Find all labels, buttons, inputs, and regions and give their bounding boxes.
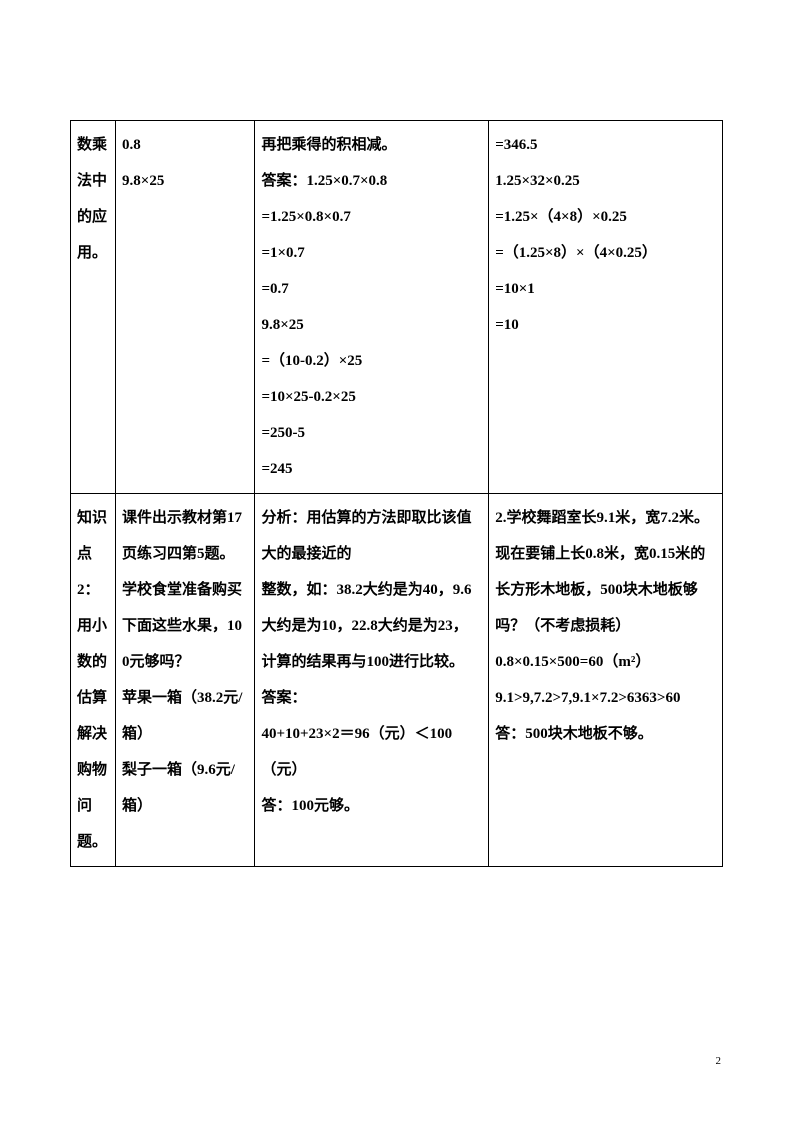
text-line: 梨子一箱（9.6元/箱）: [122, 752, 248, 824]
text-line: =1.25×（4×8）×0.25: [495, 199, 716, 235]
text-line: =250-5: [261, 415, 482, 451]
table-body: 数乘法中的应用。 0.8 9.8×25 再把乘得的积相减。 答案：1.25×0.…: [71, 121, 723, 867]
cell-r2c2: 课件出示教材第17页练习四第5题。 学校食堂准备购买下面这些水果，100元够吗？…: [116, 494, 255, 867]
text-line: =1.25×0.8×0.7: [261, 199, 482, 235]
text-line: =346.5: [495, 127, 716, 163]
cell-r1c3: 再把乘得的积相减。 答案：1.25×0.7×0.8 =1.25×0.8×0.7 …: [255, 121, 489, 494]
cell-r1c4: =346.5 1.25×32×0.25 =1.25×（4×8）×0.25 =（1…: [489, 121, 723, 494]
text-line: 0.8: [122, 127, 248, 163]
cell-r1c2: 0.8 9.8×25: [116, 121, 255, 494]
text-line: =0.7: [261, 271, 482, 307]
text-line: =1×0.7: [261, 235, 482, 271]
cell-r2c3: 分析：用估算的方法即取比该值大的最接近的 整数，如：38.2大约是为40，9.6…: [255, 494, 489, 867]
text-line: 9.8×25: [261, 307, 482, 343]
cell-r2c1: 知识点2：用小数的估算解决购物问题。: [71, 494, 116, 867]
text-line: 再把乘得的积相减。: [261, 127, 482, 163]
text-line: 答：100元够。: [261, 788, 482, 824]
text-line: 9.8×25: [122, 163, 248, 199]
text-line: 学校食堂准备购买下面这些水果，100元够吗？: [122, 572, 248, 680]
text-line: =10: [495, 307, 716, 343]
text-line: 40+10+23×2＝96（元）＜100（元）: [261, 716, 482, 788]
text-line: =（1.25×8）×（4×0.25）: [495, 235, 716, 271]
text-line: 答：500块木地板不够。: [495, 716, 716, 752]
text-line: =（10-0.2）×25: [261, 343, 482, 379]
text-line: 苹果一箱（38.2元/箱）: [122, 680, 248, 752]
text-line: 0.8×0.15×500=60（m²）: [495, 644, 716, 680]
table-row: 知识点2：用小数的估算解决购物问题。 课件出示教材第17页练习四第5题。 学校食…: [71, 494, 723, 867]
page-content: 数乘法中的应用。 0.8 9.8×25 再把乘得的积相减。 答案：1.25×0.…: [0, 0, 793, 927]
text-line: 课件出示教材第17页练习四第5题。: [122, 500, 248, 572]
main-table: 数乘法中的应用。 0.8 9.8×25 再把乘得的积相减。 答案：1.25×0.…: [70, 120, 723, 867]
text-line: 9.1>9,7.2>7,9.1×7.2>6363>60: [495, 680, 716, 716]
table-row: 数乘法中的应用。 0.8 9.8×25 再把乘得的积相减。 答案：1.25×0.…: [71, 121, 723, 494]
text-line: =10×1: [495, 271, 716, 307]
cell-r2c4: 2.学校舞蹈室长9.1米，宽7.2米。现在要铺上长0.8米，宽0.15米的长方形…: [489, 494, 723, 867]
page-number: 2: [716, 1055, 722, 1067]
text-line: 答案：1.25×0.7×0.8: [261, 163, 482, 199]
cell-r1c1: 数乘法中的应用。: [71, 121, 116, 494]
text-line: 答案：: [261, 680, 482, 716]
text-line: =245: [261, 451, 482, 487]
text-line: =10×25-0.2×25: [261, 379, 482, 415]
text-line: 整数，如：38.2大约是为40，9.6大约是为10，22.8大约是为23，计算的…: [261, 572, 482, 680]
text-line: 1.25×32×0.25: [495, 163, 716, 199]
text-line: 分析：用估算的方法即取比该值大的最接近的: [261, 500, 482, 572]
text-line: 2.学校舞蹈室长9.1米，宽7.2米。现在要铺上长0.8米，宽0.15米的长方形…: [495, 500, 716, 644]
